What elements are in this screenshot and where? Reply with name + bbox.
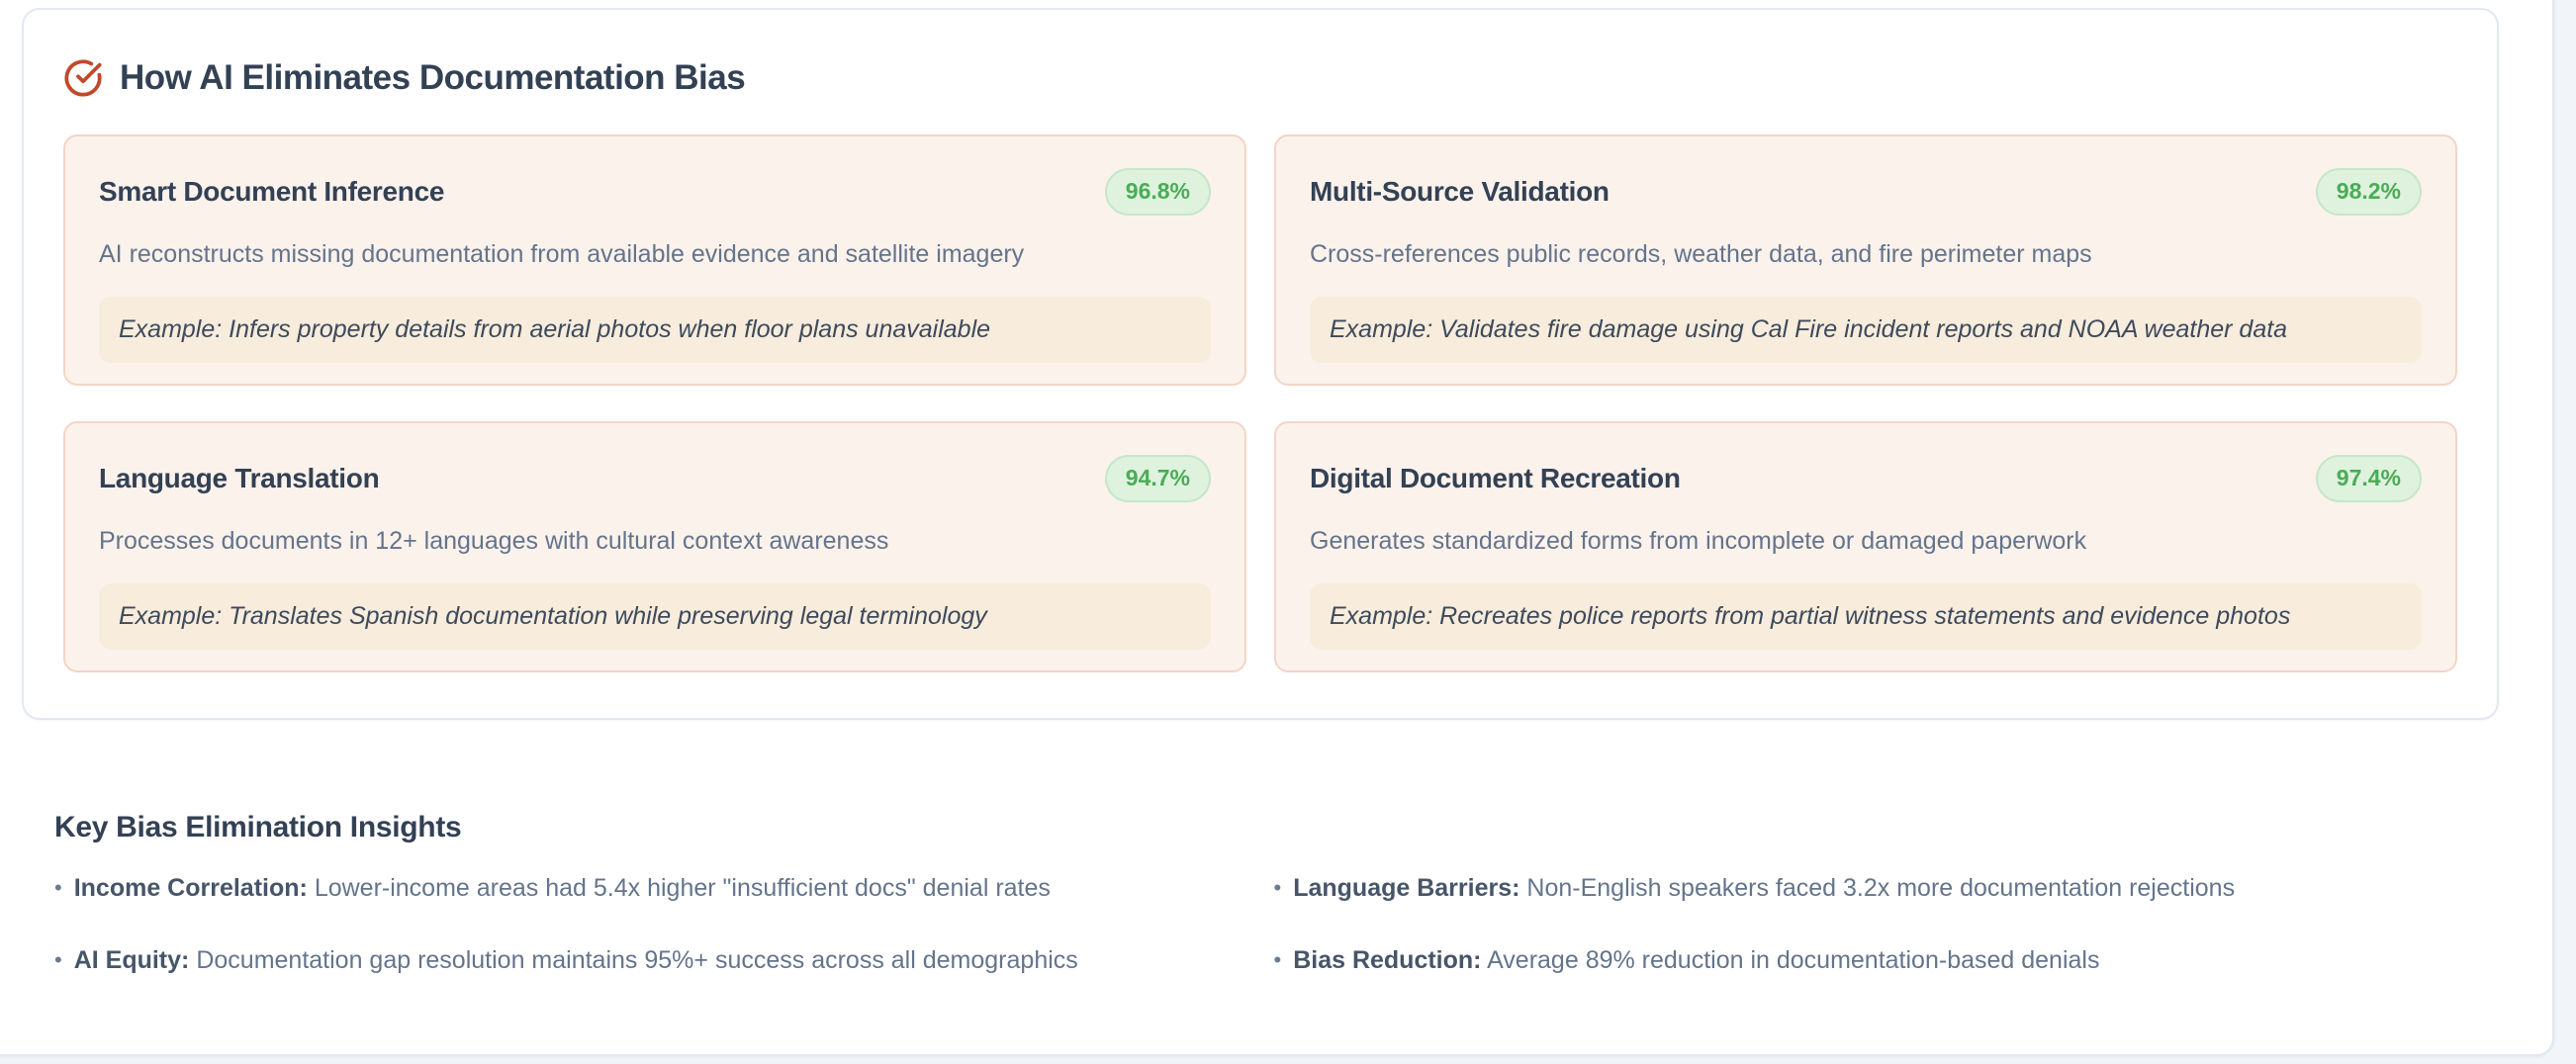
key-insights-section: Key Bias Elimination Insights • Income C… bbox=[54, 811, 2493, 976]
check-circle-icon bbox=[63, 58, 103, 98]
insight-text-wrap: AI Equity: Documentation gap resolution … bbox=[74, 944, 1078, 977]
accuracy-badge: 96.8% bbox=[1104, 168, 1211, 216]
section-header: How AI Eliminates Documentation Bias bbox=[63, 47, 2457, 109]
insight-text: Lower-income areas had 5.4x higher "insu… bbox=[314, 874, 1051, 902]
feature-description: AI reconstructs missing documentation fr… bbox=[99, 239, 1025, 268]
feature-card-header: Multi-Source Validation 98.2% bbox=[1310, 168, 2422, 216]
feature-card-header: Digital Document Recreation 97.4% bbox=[1310, 455, 2422, 502]
insight-label: Income Correlation: bbox=[73, 874, 308, 902]
accuracy-badge: 94.7% bbox=[1104, 455, 1211, 502]
feature-example-box: Example: Infers property details from ae… bbox=[99, 296, 1211, 364]
insight-text-wrap: Income Correlation: Lower-income areas h… bbox=[74, 872, 1051, 905]
feature-example-text: Example: Infers property details from ae… bbox=[119, 314, 991, 343]
bullet-icon: • bbox=[1273, 875, 1282, 900]
feature-example-text: Example: Translates Spanish documentatio… bbox=[119, 601, 987, 630]
insight-income-correlation: • Income Correlation: Lower-income areas… bbox=[54, 872, 1274, 905]
insight-bias-reduction: • Bias Reduction: Average 89% reduction … bbox=[1274, 944, 2494, 977]
accuracy-badge: 97.4% bbox=[2315, 455, 2422, 502]
feature-description: Cross-references public records, weather… bbox=[1310, 239, 2092, 268]
insight-language-barriers: • Language Barriers: Non-English speaker… bbox=[1274, 872, 2494, 905]
insights-grid: • Income Correlation: Lower-income areas… bbox=[54, 872, 2493, 976]
section-title: How AI Eliminates Documentation Bias bbox=[120, 58, 746, 97]
feature-description: Generates standardized forms from incomp… bbox=[1310, 526, 2087, 555]
insight-text-wrap: Language Barriers: Non-English speakers … bbox=[1293, 872, 2235, 905]
feature-title: Language Translation bbox=[99, 462, 380, 493]
insight-label: Bias Reduction: bbox=[1293, 945, 1482, 974]
feature-card-header: Smart Document Inference 96.8% bbox=[99, 168, 1211, 216]
insight-text: Average 89% reduction in documentation-b… bbox=[1487, 945, 2100, 974]
documentation-bias-section: How AI Eliminates Documentation Bias Sma… bbox=[22, 8, 2499, 720]
feature-example-box: Example: Recreates police reports from p… bbox=[1310, 582, 2422, 651]
insight-text: Documentation gap resolution maintains 9… bbox=[196, 945, 1078, 974]
feature-example-box: Example: Translates Spanish documentatio… bbox=[99, 582, 1211, 651]
feature-card-language-translation: Language Translation 94.7% Processes doc… bbox=[63, 421, 1246, 672]
feature-card-multi-source-validation: Multi-Source Validation 98.2% Cross-refe… bbox=[1274, 134, 2457, 386]
feature-title: Multi-Source Validation bbox=[1310, 175, 1610, 207]
insight-text-wrap: Bias Reduction: Average 89% reduction in… bbox=[1293, 944, 2099, 977]
insights-title: Key Bias Elimination Insights bbox=[54, 811, 462, 843]
feature-title: Smart Document Inference bbox=[99, 175, 445, 207]
feature-example-box: Example: Validates fire damage using Cal… bbox=[1310, 296, 2422, 364]
insight-label: AI Equity: bbox=[73, 945, 190, 974]
insight-label: Language Barriers: bbox=[1293, 874, 1520, 902]
insight-text: Non-English speakers faced 3.2x more doc… bbox=[1526, 874, 2236, 902]
bullet-icon: • bbox=[54, 875, 62, 900]
feature-grid: Smart Document Inference 96.8% AI recons… bbox=[63, 134, 2457, 672]
feature-card-smart-document-inference: Smart Document Inference 96.8% AI recons… bbox=[63, 134, 1246, 386]
insight-ai-equity: • AI Equity: Documentation gap resolutio… bbox=[54, 944, 1274, 977]
feature-card-header: Language Translation 94.7% bbox=[99, 455, 1211, 502]
feature-example-text: Example: Recreates police reports from p… bbox=[1330, 601, 2291, 630]
bullet-icon: • bbox=[1273, 946, 1282, 972]
bullet-icon: • bbox=[54, 946, 62, 972]
feature-example-text: Example: Validates fire damage using Cal… bbox=[1330, 314, 2288, 343]
feature-card-digital-document-recreation: Digital Document Recreation 97.4% Genera… bbox=[1274, 421, 2457, 672]
feature-title: Digital Document Recreation bbox=[1310, 462, 1681, 493]
feature-description: Processes documents in 12+ languages wit… bbox=[99, 526, 889, 555]
accuracy-badge: 98.2% bbox=[2315, 168, 2422, 216]
